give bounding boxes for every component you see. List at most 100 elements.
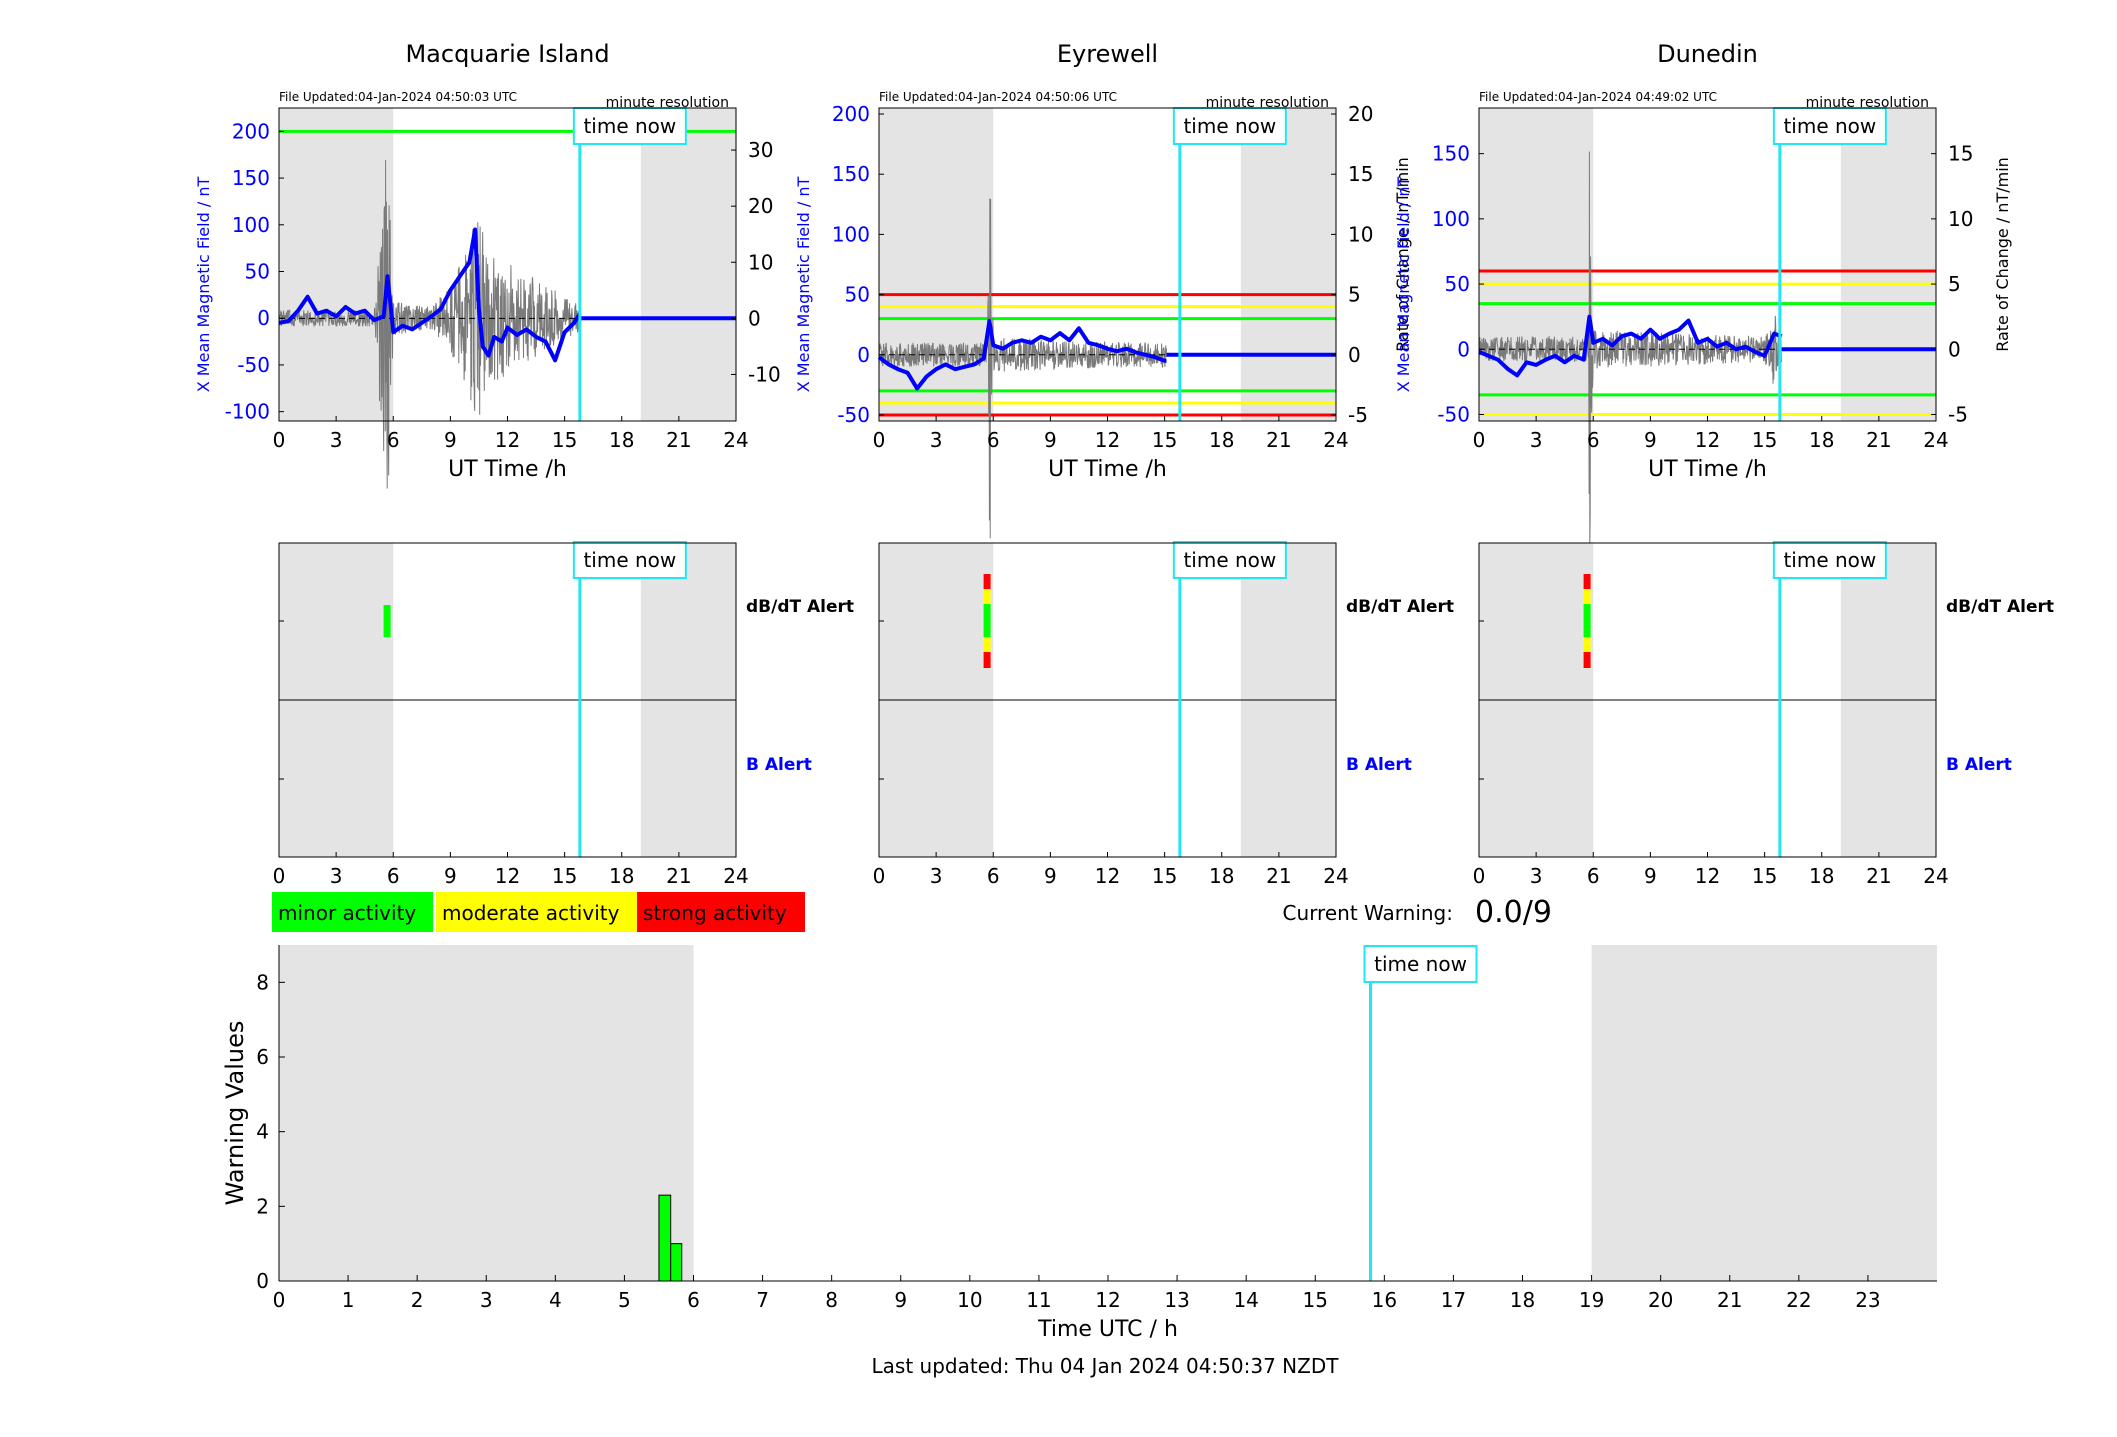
y-tick-label: 100 (232, 213, 270, 237)
y-axis-label-right: Rate of Change / nT/min (1993, 157, 2012, 352)
y-tick-label: 4 (256, 1120, 269, 1144)
y2-tick-label: 15 (1348, 162, 1373, 186)
x-tick-label: 9 (1644, 428, 1657, 452)
y-tick-label: 8 (256, 970, 269, 994)
x-tick-label: 4 (549, 1288, 562, 1312)
alert-panel-1: time now dB/dT Alert B Alert 0 3 6 9 12 15 18 21 24 (273, 541, 854, 888)
x-tick-label: 3 (330, 428, 343, 452)
x-tick-label: 24 (723, 864, 748, 888)
y-tick-label: -50 (1437, 402, 1470, 426)
time-now-box (1772, 107, 1887, 145)
legend-moderate-label: moderate activity (442, 901, 620, 925)
x-tick-label: 0 (273, 428, 286, 452)
y-tick-label: -50 (837, 403, 870, 427)
x-tick-label: 18 (609, 864, 634, 888)
dbdt-alert-label: dB/dT Alert (746, 597, 854, 617)
x-axis-label: UT Time /h (1648, 457, 1767, 482)
x-tick-label: 15 (1152, 864, 1177, 888)
station-title: Dunedin (1657, 40, 1758, 68)
x-tick-label: 6 (1587, 864, 1600, 888)
y-tick-label: -100 (225, 400, 270, 424)
shaded-night (1479, 108, 1594, 421)
time-now-label: time now (1183, 114, 1276, 138)
dbdt-alert-mark (1583, 589, 1591, 604)
x-tick-label: 10 (957, 1288, 982, 1312)
x-tick-label: 11 (1026, 1288, 1051, 1312)
legend-minor-swatch (272, 892, 433, 932)
y2-tick-label: -10 (748, 362, 781, 386)
x-axis-label: UT Time /h (1048, 457, 1167, 482)
x-tick-label: 13 (1164, 1288, 1189, 1312)
y-axis-label-left: X Mean Magnetic Field / nT (194, 177, 213, 393)
dbdt-alert-mark (983, 589, 991, 604)
y2-tick-label: 0 (1348, 343, 1361, 367)
x-tick-label: 21 (1266, 428, 1291, 452)
x-tick-label: 15 (552, 428, 577, 452)
shaded-night (1840, 108, 1936, 421)
x-tick-label: 18 (1510, 1288, 1535, 1312)
y2-tick-label: 10 (748, 250, 773, 274)
shaded-night (1591, 945, 1937, 1281)
x-tick-label: 3 (330, 864, 343, 888)
time-now-box (1172, 541, 1287, 579)
y-tick-label: 150 (1432, 142, 1470, 166)
y-tick-label: 50 (845, 283, 870, 307)
last-updated-footer: Last updated: Thu 04 Jan 2024 04:50:37 N… (872, 1354, 1340, 1378)
y-tick-label: 50 (1445, 272, 1470, 296)
x-tick-label: 17 (1441, 1288, 1466, 1312)
y-tick-label: 100 (832, 222, 870, 246)
time-now-label: time now (1374, 952, 1467, 976)
x-tick-label: 6 (1587, 428, 1600, 452)
x-tick-label: 18 (1809, 864, 1834, 888)
x-tick-label: 12 (1095, 864, 1120, 888)
dbdt-alert-mark (1583, 604, 1591, 637)
x-tick-label: 15 (1752, 428, 1777, 452)
legend-moderate-swatch (436, 892, 637, 932)
y-tick-label: 100 (1432, 207, 1470, 231)
station-title: Eyrewell (1057, 40, 1158, 68)
b-alert-label: B Alert (1346, 755, 1412, 775)
y-axis-label-right: Rate of Change / nT/min (1393, 157, 1412, 352)
y2-tick-label: 10 (1948, 207, 1973, 231)
x-axis-label: UT Time /h (448, 457, 567, 482)
dbdt-alert-mark (983, 637, 991, 652)
warning-bar (670, 1243, 683, 1282)
y-tick-label: 50 (245, 260, 270, 284)
b-alert-label: B Alert (1946, 755, 2012, 775)
x-tick-label: 0 (1473, 428, 1486, 452)
magnetic-field-series (1478, 314, 1783, 378)
y2-tick-label: 5 (1948, 272, 1961, 296)
y-tick-label: 0 (256, 1269, 269, 1293)
time-now-box (1363, 945, 1478, 983)
dbdt-alert-label: dB/dT Alert (1946, 597, 2054, 617)
x-tick-label: 15 (1752, 864, 1777, 888)
dbdt-alert-mark (1583, 574, 1591, 589)
y-tick-label: 0 (257, 306, 270, 330)
current-warning-label: Current Warning: (1283, 901, 1453, 925)
file-updated-label: File Updated:04-Jan-2024 04:50:03 UTC (279, 90, 517, 104)
time-now-label: time now (583, 548, 676, 572)
x-tick-label: 5 (618, 1288, 631, 1312)
rate-of-change-series (878, 198, 1167, 539)
y2-tick-label: 0 (748, 306, 761, 330)
x-tick-label: 19 (1579, 1288, 1604, 1312)
x-tick-label: 24 (723, 428, 748, 452)
y-tick-label: 150 (832, 162, 870, 186)
x-tick-label: 12 (1095, 1288, 1120, 1312)
activity-legend: minor activity moderate activity strong ac… (272, 892, 805, 932)
rate-of-change-series (1478, 151, 1783, 554)
y2-tick-label: -5 (1348, 403, 1368, 427)
x-tick-label: 21 (1866, 864, 1891, 888)
time-now-box (1172, 107, 1287, 145)
x-tick-label: 6 (387, 864, 400, 888)
x-tick-label: 24 (1923, 428, 1948, 452)
x-tick-label: 18 (1209, 428, 1234, 452)
y-tick-label: 0 (1457, 337, 1470, 361)
station-panel-2: Eyrewell File Updated:04-Jan-2024 04:50:0… (794, 40, 1412, 539)
dbdt-alert-mark (983, 574, 991, 589)
x-tick-label: 3 (1530, 864, 1543, 888)
x-tick-label: 22 (1786, 1288, 1811, 1312)
x-tick-label: 3 (930, 864, 943, 888)
